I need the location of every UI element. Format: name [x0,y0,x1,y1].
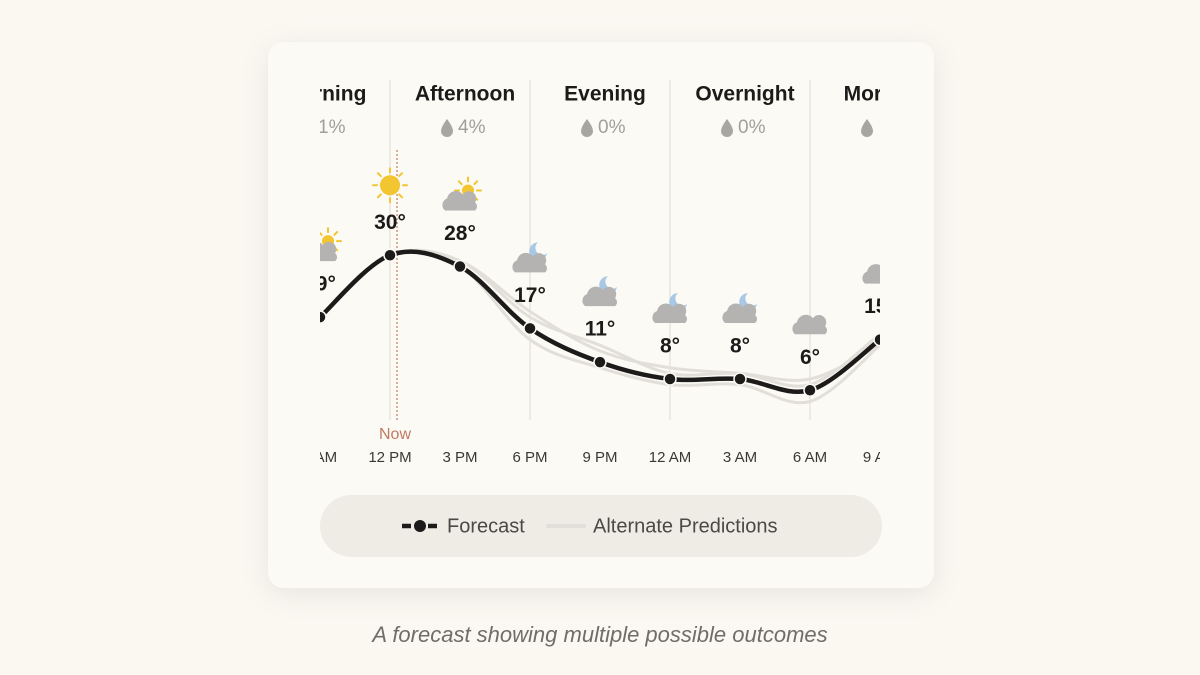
precip: 4% [458,117,486,138]
legend [320,495,882,557]
period-name: Overnight [695,83,794,106]
temp-label: 17° [514,284,546,307]
sun-icon [380,175,400,196]
cloud-icon [320,241,337,262]
precip: 1% [318,117,346,138]
forecast-point [873,332,880,347]
time-label: 6 AM [793,449,827,466]
period-name: Afternoon [415,83,515,106]
temp-label: 8° [730,335,750,358]
legend-label: Forecast [447,515,525,537]
period-name: Morning [284,83,367,106]
sun-ray [398,193,404,199]
forecast-point [803,383,817,397]
temp-label: 6° [800,346,820,369]
sun-ray [376,193,382,199]
legend-label: Alternate Predictions [593,515,778,537]
cloud-icon [652,303,687,323]
time-label: 6 PM [512,449,547,466]
sun-ray [398,172,404,178]
legend-forecast-dot [414,520,426,532]
forecast-point [663,372,677,386]
precip: 0% [738,117,766,138]
sun-ray [376,172,382,178]
cloud-icon [442,190,477,211]
forecast-point [733,372,747,386]
forecast-point [523,321,537,336]
time-label: 9 PM [582,449,617,466]
caption: A forecast showing multiple possible out… [370,622,827,647]
time-label: 9 AM [863,449,897,466]
sun-ray [333,230,339,236]
cloud-icon [862,264,880,284]
forecast-point [383,248,397,262]
sun-ray [457,180,463,186]
plot: Morning 1% Afternoon 4% Evening 0% Overnight 0%… [284,80,927,466]
time-label: 12 AM [649,449,692,466]
drop-icon [721,119,733,137]
temp-label: 11° [585,318,616,341]
period-name: Evening [564,83,646,106]
now-label: Now [379,426,411,443]
temp-label: 28° [444,222,476,245]
cloud-icon [792,314,827,335]
sun-ray [473,180,479,186]
sun-ray [320,231,323,236]
legend-items: Forecast Alternate Predictions [402,515,778,537]
cloud-icon [512,252,548,273]
temp-label: 8° [660,335,680,358]
drop-icon [861,119,873,137]
drop-icon [581,119,593,137]
time-label: 3 PM [442,449,477,466]
temp-label: 15° [864,295,896,318]
time-label: 9 AM [303,449,337,466]
precip: 0% [598,117,626,138]
temp-label: 30° [374,211,406,234]
forecast-point [453,259,467,274]
forecast-point [320,310,327,324]
drop-icon [441,119,453,137]
cloud-icon [582,286,617,307]
forecast-point [593,355,607,369]
time-label: 12 PM [368,449,411,466]
temp-label: 19° [304,273,336,296]
cloud-icon [722,303,757,323]
time-label: 3 AM [723,449,757,466]
card [268,42,934,588]
period-name: Morning [844,83,927,106]
